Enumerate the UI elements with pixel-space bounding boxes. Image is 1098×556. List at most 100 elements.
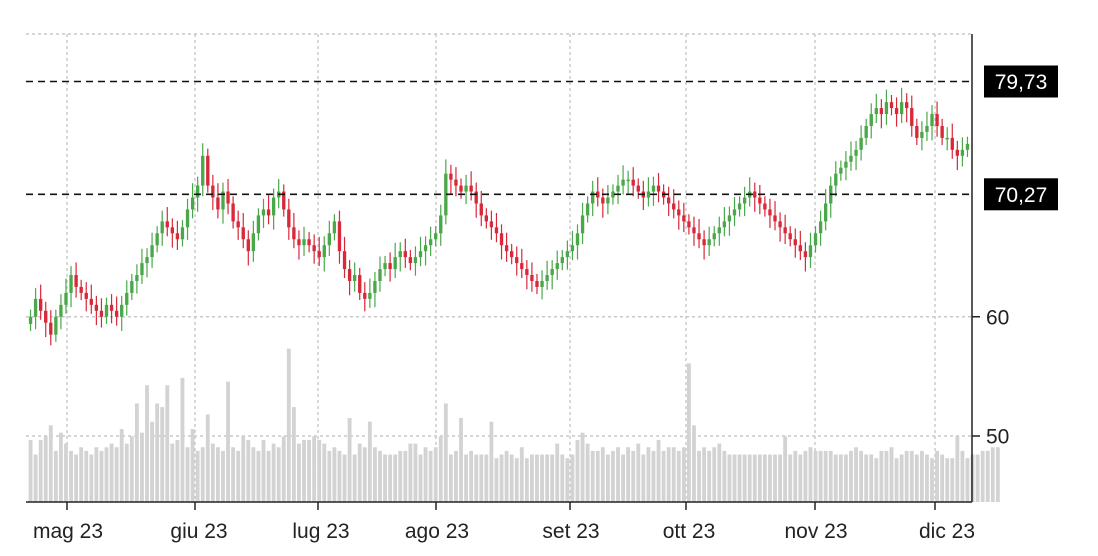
candle-body <box>135 275 139 281</box>
reference-lines: 79,73 70,27 <box>26 65 1058 211</box>
candle-body <box>727 215 732 222</box>
candle-body <box>616 185 620 192</box>
volume-bar <box>226 381 230 502</box>
volume-bar <box>185 447 190 502</box>
volume-bar <box>428 450 433 502</box>
reference-tag <box>984 65 1058 98</box>
volume-bar <box>489 421 494 502</box>
volume-bar <box>175 439 180 502</box>
volume-bar <box>109 443 114 502</box>
candle-body <box>722 221 727 228</box>
volume-bar <box>469 450 474 502</box>
candle-layer <box>28 87 970 346</box>
candle-body <box>388 263 392 270</box>
candle-body <box>464 185 468 192</box>
volume-bar <box>529 454 534 502</box>
candle-body <box>246 239 250 252</box>
candle-body <box>236 221 240 228</box>
candle-body <box>145 257 149 264</box>
volume-bar <box>747 454 752 502</box>
candle-body <box>834 173 838 186</box>
volume-bar <box>686 363 691 502</box>
volume-bar <box>732 454 737 502</box>
volume-bar <box>661 450 666 502</box>
volume-bar <box>150 421 155 502</box>
candle-body <box>201 155 205 186</box>
volume-bar <box>859 450 864 502</box>
volume-bar <box>788 454 793 502</box>
candle-body <box>677 209 681 216</box>
volume-bar <box>165 385 170 502</box>
candle-body <box>94 304 99 311</box>
candle-body <box>793 239 797 246</box>
volume-bar <box>783 436 788 502</box>
volume-bar <box>919 450 924 502</box>
volume-bar <box>388 454 393 502</box>
volume-bar <box>585 443 590 502</box>
candle-body <box>894 108 899 115</box>
candle-body <box>28 316 33 324</box>
candle-body <box>606 197 610 204</box>
volume-bar <box>28 439 33 502</box>
candle-body <box>413 257 418 264</box>
candle-body <box>753 191 757 198</box>
volume-bar <box>474 454 479 502</box>
candle-body <box>935 114 939 126</box>
candle-body <box>925 125 929 132</box>
volume-bar <box>540 454 544 502</box>
candle-body <box>849 155 853 162</box>
candle-body <box>626 179 630 182</box>
volume-bar <box>843 454 848 502</box>
volume-bar <box>74 454 79 502</box>
volume-bar <box>281 436 286 502</box>
volume-bar <box>423 447 428 502</box>
volume-bar <box>403 450 408 502</box>
candle-body <box>712 233 716 240</box>
volume-bar <box>221 450 225 502</box>
volume-bar <box>494 458 499 502</box>
volume-bar <box>312 436 317 502</box>
volume-bar <box>985 450 990 502</box>
x-tick-label: dic 23 <box>919 520 975 543</box>
candle-body <box>869 114 873 126</box>
reference-label: 70,27 <box>995 184 1048 207</box>
volume-bar <box>43 436 48 502</box>
candle-body <box>874 108 878 115</box>
candle-body <box>915 125 919 138</box>
x-tick-label: lug 23 <box>292 520 349 543</box>
y-tick-label: 50 <box>986 426 1009 449</box>
candle-body <box>469 185 473 192</box>
candle-body <box>540 280 544 287</box>
candle-body <box>322 245 326 258</box>
volume-bar <box>616 447 620 502</box>
candle-body <box>195 185 200 198</box>
volume-bar <box>768 454 772 502</box>
volume-bar <box>702 447 707 502</box>
volume-bar <box>773 454 777 502</box>
candle-body <box>120 304 124 317</box>
candle-body <box>185 209 190 228</box>
candle-body <box>287 209 291 228</box>
volume-bar <box>276 447 281 502</box>
volume-bar <box>398 450 403 502</box>
candle-body <box>899 102 904 115</box>
candle-body <box>79 286 83 293</box>
candle-body <box>180 227 185 240</box>
candle-body <box>302 239 306 246</box>
candle-body <box>130 280 134 293</box>
volume-bar <box>818 450 823 502</box>
volume-bar <box>256 450 261 502</box>
candle-body <box>358 275 362 293</box>
volume-bar <box>129 436 134 502</box>
volume-bar <box>190 429 195 502</box>
candle-body <box>844 161 848 168</box>
volume-bar <box>600 447 605 502</box>
volume-bar <box>58 432 63 502</box>
volume-bar <box>438 436 443 502</box>
candle-body <box>555 263 559 270</box>
volume-bar <box>752 454 757 502</box>
candle-body <box>788 233 792 240</box>
candle-body <box>702 239 706 246</box>
candle-body <box>697 233 701 240</box>
